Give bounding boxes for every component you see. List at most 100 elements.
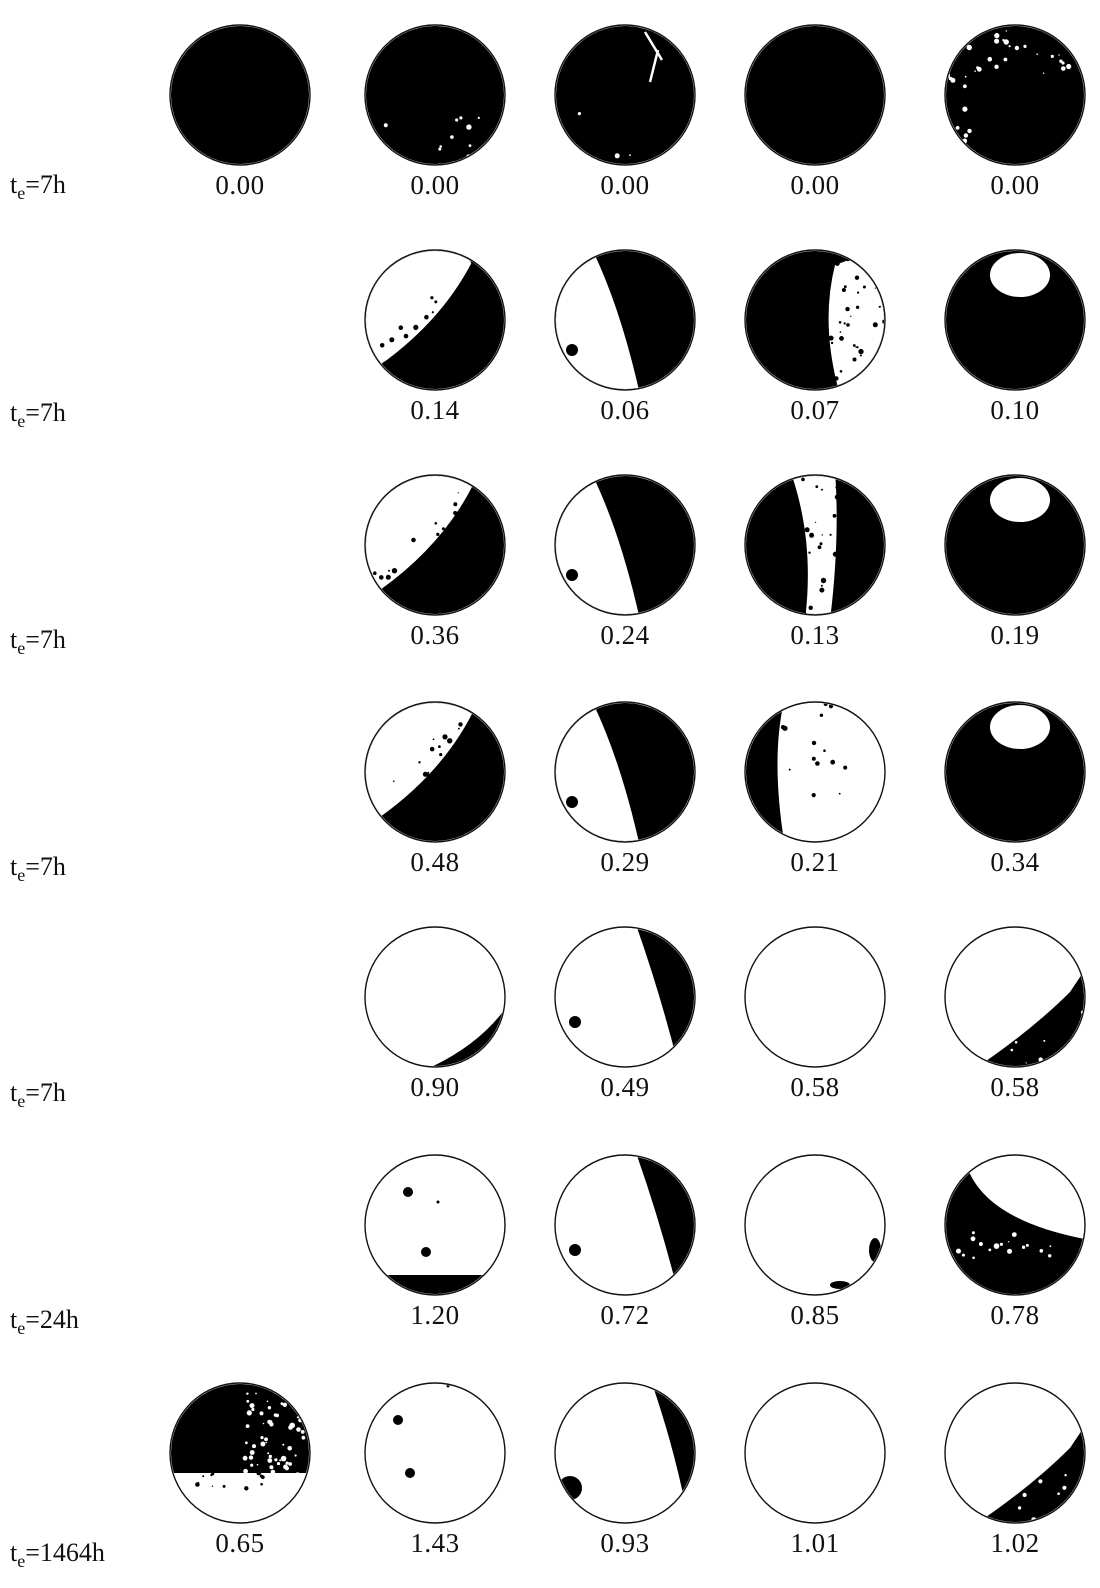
dish-value: 0.58 [790,1072,840,1102]
dish-image [554,24,696,166]
row-label-suffix: =7h [25,625,66,654]
dish-cell: 0.48 [355,697,515,877]
row-label-prefix: t [10,1305,18,1334]
dish-value: 0.00 [215,170,265,200]
dish-cell: 0.78 [935,1150,1095,1330]
row-label-subscript: e [17,411,26,431]
dish-image [364,24,506,166]
dish-value: 0.49 [600,1072,650,1102]
dish-value: 0.00 [410,170,460,200]
dish-image [744,1154,886,1296]
dish-cell: 0.29 [545,697,705,877]
dish-cell: 0.49 [545,922,705,1102]
dish-value: 0.72 [600,1300,650,1330]
dish-image [554,1154,696,1296]
dish-cell: 0.06 [545,245,705,425]
row-label-subscript: e [17,183,26,203]
row-label-subscript: e [17,638,26,658]
dish-image [554,249,696,391]
dish-image [744,701,886,843]
dish-value: 0.13 [790,620,840,650]
dish-value: 0.85 [790,1300,840,1330]
dish-cell: 0.21 [735,697,895,877]
row-label-suffix: =7h [25,1078,66,1107]
dish-cell: 1.43 [355,1378,515,1558]
dish-image [944,474,1086,616]
row-label: te=24h [10,1305,79,1339]
dish-image [364,1382,506,1524]
dish-image [554,701,696,843]
dish-image [744,1382,886,1524]
dish-cell: 0.00 [545,20,705,200]
dish-cell: 0.00 [735,20,895,200]
row-label-suffix: =1464h [25,1538,105,1567]
dish-value: 0.21 [790,847,840,877]
dish-image [364,926,506,1068]
row-label-suffix: =7h [25,170,66,199]
dish-image [944,926,1086,1068]
row-label: te=7h [10,398,66,432]
dish-cell: 0.00 [160,20,320,200]
dish-value: 0.10 [990,395,1040,425]
row-label-suffix: =7h [25,398,66,427]
row-label-subscript: e [17,1091,26,1111]
dish-cell: 0.14 [355,245,515,425]
dish-image [744,24,886,166]
dish-value: 0.00 [990,170,1040,200]
dish-value: 0.24 [600,620,650,650]
dish-image [554,1382,696,1524]
dish-value: 1.02 [990,1528,1040,1558]
dish-image [364,474,506,616]
dish-image [169,24,311,166]
dish-image [944,701,1086,843]
dish-image [944,1382,1086,1524]
dish-cell: 0.00 [355,20,515,200]
dish-cell: 0.10 [935,245,1095,425]
dish-image [944,1154,1086,1296]
dish-value: 0.65 [215,1528,265,1558]
dish-value: 0.93 [600,1528,650,1558]
dish-image [944,24,1086,166]
dish-value: 0.00 [600,170,650,200]
row-label-subscript: e [17,1551,26,1571]
dish-value: 1.43 [410,1528,460,1558]
dish-image [744,249,886,391]
dish-value: 0.14 [410,395,460,425]
dish-value: 0.07 [790,395,840,425]
dish-cell: 0.72 [545,1150,705,1330]
dish-value: 0.34 [990,847,1040,877]
dish-cell: 0.65 [160,1378,320,1558]
dish-image [364,1154,506,1296]
row-label-suffix: =24h [25,1305,79,1334]
row-label-prefix: t [10,625,18,654]
dish-image [744,474,886,616]
row-label: te=7h [10,1078,66,1112]
dish-image [554,474,696,616]
dish-value: 0.29 [600,847,650,877]
dish-image [744,926,886,1068]
row-label: te=1464h [10,1538,105,1572]
dish-cell: 0.13 [735,470,895,650]
dish-value: 0.00 [790,170,840,200]
dish-cell: 1.20 [355,1150,515,1330]
dish-value: 0.36 [410,620,460,650]
dish-cell: 0.00 [935,20,1095,200]
dish-cell: 0.58 [735,922,895,1102]
dish-cell: 0.19 [935,470,1095,650]
dish-cell: 0.58 [935,922,1095,1102]
dish-image [364,701,506,843]
dish-image [169,1382,311,1524]
dish-value: 1.20 [410,1300,460,1330]
dish-value: 0.06 [600,395,650,425]
dish-image [554,926,696,1068]
dish-cell: 0.36 [355,470,515,650]
row-label-subscript: e [17,1318,26,1338]
dish-value: 0.48 [410,847,460,877]
dish-cell: 1.01 [735,1378,895,1558]
dish-value: 0.90 [410,1072,460,1102]
row-label: te=7h [10,625,66,659]
row-label: te=7h [10,852,66,886]
row-label-prefix: t [10,1538,18,1567]
dish-cell: 0.07 [735,245,895,425]
dish-cell: 0.24 [545,470,705,650]
